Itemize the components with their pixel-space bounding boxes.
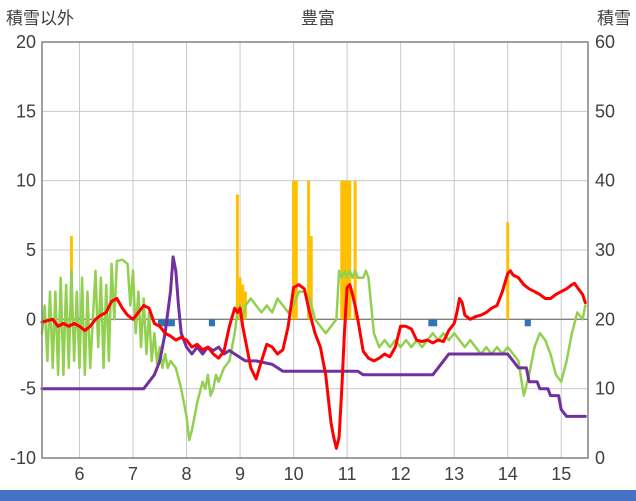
- left-axis-tick: 20: [16, 32, 36, 52]
- left-axis-tick: 10: [16, 171, 36, 191]
- x-axis-tick: 9: [235, 464, 245, 484]
- x-axis-tick: 11: [338, 464, 357, 484]
- left-axis-tick: -5: [20, 379, 36, 399]
- x-axis-tick: 12: [391, 464, 411, 484]
- x-axis-tick: 14: [498, 464, 518, 484]
- right-axis-tick: 20: [595, 309, 615, 329]
- x-axis-tick: 15: [551, 464, 571, 484]
- left-axis-tick: -10: [10, 448, 36, 468]
- bottom-strip: [0, 490, 636, 501]
- x-axis-tick: 8: [182, 464, 192, 484]
- right-axis-tick: 30: [595, 240, 615, 260]
- right-axis-tick: 60: [595, 32, 615, 52]
- left-axis-tick: 0: [26, 309, 36, 329]
- right-axis-tick: 50: [595, 101, 615, 121]
- chart-title: 豊富: [301, 9, 335, 28]
- x-axis-tick: 6: [74, 464, 84, 484]
- x-axis-tick: 10: [284, 464, 304, 484]
- right-axis-tick: 40: [595, 171, 615, 191]
- right-axis-tick: 0: [595, 448, 605, 468]
- left-axis-tick: 5: [26, 240, 36, 260]
- left-axis-tick: 15: [16, 101, 36, 121]
- left-axis-title: 積雪以外: [6, 9, 74, 28]
- x-axis-tick: 13: [444, 464, 464, 484]
- x-axis-tick: 7: [128, 464, 138, 484]
- right-axis-title: 積雪: [597, 9, 631, 28]
- right-axis-tick: 10: [595, 379, 615, 399]
